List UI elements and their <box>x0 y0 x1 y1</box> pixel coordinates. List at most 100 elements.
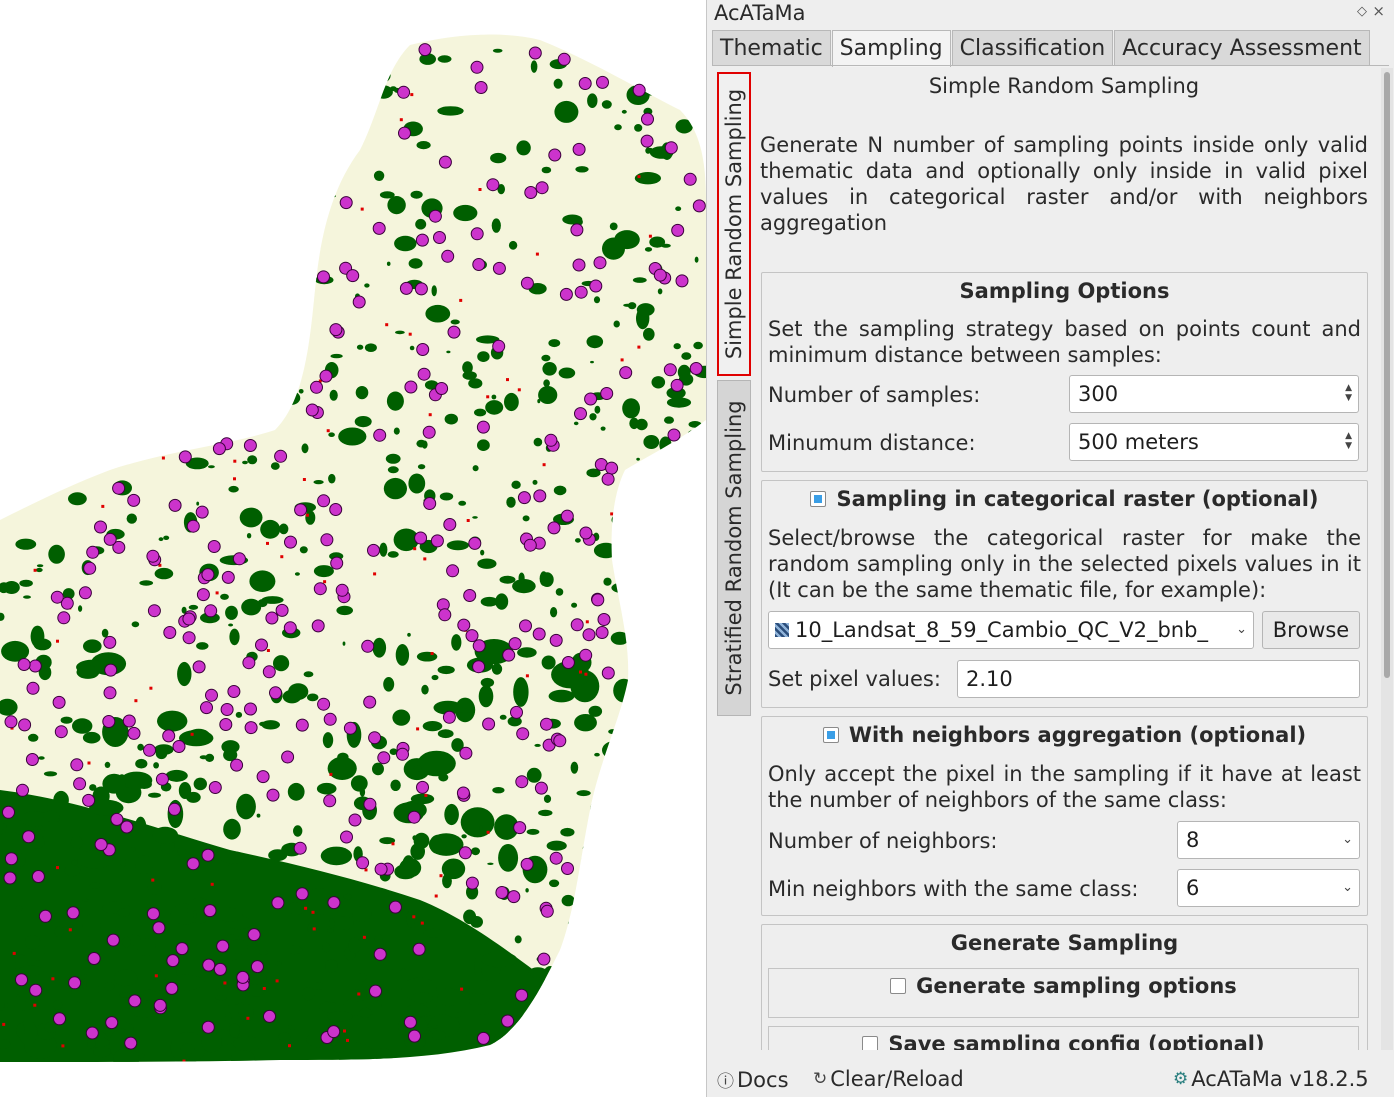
sample-point <box>196 588 210 602</box>
chevron-down-icon[interactable]: ⌄ <box>1236 622 1247 637</box>
sample-point <box>22 830 36 844</box>
forest-patch <box>93 1046 111 1058</box>
thematic-raster-map[interactable] <box>0 0 706 1097</box>
forest-patch <box>387 966 393 971</box>
num-neighbors-combobox[interactable]: 8 ⌄ <box>1177 821 1360 859</box>
sample-point <box>87 952 101 965</box>
save-config-checkbox[interactable] <box>862 1036 879 1050</box>
min-same-class-combobox[interactable]: 6 ⌄ <box>1177 869 1360 907</box>
sample-point <box>418 43 432 57</box>
docs-button[interactable]: ⓘ Docs <box>717 1067 789 1093</box>
forest-patch <box>336 605 354 616</box>
close-icon[interactable]: × <box>1372 2 1385 20</box>
tab-thematic[interactable]: Thematic <box>712 30 831 66</box>
forest-patch <box>364 343 377 353</box>
content-scrollbar[interactable] <box>1381 68 1393 1050</box>
forest-patch <box>655 1004 688 1029</box>
forest-patch <box>104 761 111 769</box>
sample-point <box>595 626 609 639</box>
save-config-toggle[interactable]: Save sampling config (optional) <box>769 1032 1358 1050</box>
forest-patch <box>691 436 705 444</box>
dock-title: AcATaMa <box>714 1 806 25</box>
tab-sampling[interactable]: Sampling <box>831 30 951 67</box>
sample-point <box>221 570 235 584</box>
forest-patch <box>89 784 97 791</box>
sample-point <box>597 613 611 626</box>
forest-patch <box>598 837 610 846</box>
forest-patch <box>77 721 85 730</box>
sample-point <box>339 196 353 210</box>
tab-accuracy-assessment[interactable]: Accuracy Assessment <box>1114 30 1370 66</box>
forest-patch <box>594 752 600 757</box>
change-pixel <box>542 463 546 467</box>
forest-patch <box>487 862 494 865</box>
chevron-down-icon[interactable]: ⌄ <box>1342 832 1353 847</box>
sample-point <box>502 648 516 662</box>
tab-classification[interactable]: Classification <box>951 30 1114 66</box>
neighbors-aggregation-toggle[interactable]: With neighbors aggregation (optional) <box>762 723 1367 747</box>
forest-patch <box>172 777 181 782</box>
sample-point <box>255 638 268 652</box>
change-pixel <box>357 992 361 996</box>
sample-point <box>435 382 449 395</box>
sample-point <box>524 186 538 199</box>
change-pixel <box>111 84 115 88</box>
num-samples-spinbox[interactable]: 300 ▲ ▼ <box>1069 375 1359 413</box>
forest-patch <box>16 1023 25 1038</box>
undock-icon[interactable]: ◇ <box>1357 4 1367 19</box>
pixel-values-input[interactable]: 2.10 <box>957 660 1360 698</box>
forest-patch <box>163 535 170 540</box>
version-info[interactable]: ⚙ AcATaMa v18.2.5 <box>1173 1067 1369 1091</box>
change-pixel <box>154 974 158 978</box>
sample-point <box>212 442 226 456</box>
categorical-layer-combobox[interactable]: 10_Landsat_8_59_Cambio_QC_V2_bnb_ ⌄ <box>768 611 1254 649</box>
forest-patch <box>364 283 370 288</box>
tab-simple-random-sampling[interactable]: Simple Random Sampling <box>717 72 751 376</box>
forest-patch <box>697 1035 706 1055</box>
forest-patch <box>558 367 576 379</box>
change-pixel <box>579 670 582 674</box>
spin-arrows-icon[interactable]: ▲ ▼ <box>1345 383 1352 403</box>
change-pixel <box>266 649 270 652</box>
generate-options-checkbox[interactable] <box>890 978 907 994</box>
change-pixel <box>640 955 644 959</box>
categorical-raster-toggle[interactable]: Sampling in categorical raster (optional… <box>762 487 1367 511</box>
categorical-raster-checkbox[interactable] <box>810 491 827 507</box>
forest-patch <box>668 785 686 796</box>
change-pixel <box>420 921 424 925</box>
forest-patch <box>548 339 561 348</box>
sample-point <box>269 686 282 700</box>
min-distance-spinbox[interactable]: 500 meters ▲ ▼ <box>1069 423 1359 461</box>
neighbors-aggregation-checkbox[interactable] <box>822 727 839 743</box>
forest-patch <box>463 909 477 925</box>
neighbors-aggregation-description: Only accept the pixel in the sampling if… <box>768 762 1361 812</box>
browse-button[interactable]: Browse <box>1262 611 1360 649</box>
forest-patch <box>188 604 199 610</box>
map-canvas[interactable] <box>0 0 706 1097</box>
forest-patch <box>307 693 319 702</box>
forest-patch <box>24 935 41 950</box>
sample-point <box>578 77 592 90</box>
scrollbar-thumb[interactable] <box>1384 72 1390 678</box>
forest-patch <box>499 1033 514 1046</box>
spin-arrows-icon[interactable]: ▲ ▼ <box>1345 431 1352 451</box>
tab-stratified-random-sampling[interactable]: Stratified Random Sampling <box>717 380 751 716</box>
forest-patch <box>348 937 361 954</box>
change-pixel <box>263 118 267 122</box>
forest-patch <box>185 457 209 470</box>
forest-patch <box>80 374 90 381</box>
sample-point <box>244 721 258 735</box>
chevron-down-icon[interactable]: ⌄ <box>1342 880 1353 895</box>
forest-patch <box>223 264 228 270</box>
change-pixel <box>223 981 227 985</box>
generate-options-toggle[interactable]: Generate sampling options <box>769 974 1358 998</box>
forest-patch <box>211 987 246 1006</box>
forest-patch <box>458 500 467 506</box>
clear-reload-button[interactable]: ↻ Clear/Reload <box>813 1067 964 1091</box>
forest-patch <box>602 237 625 260</box>
forest-patch <box>550 961 586 987</box>
forest-patch <box>6 491 14 498</box>
forest-patch <box>228 66 236 70</box>
forest-patch <box>113 1048 140 1062</box>
forest-patch <box>408 473 426 494</box>
